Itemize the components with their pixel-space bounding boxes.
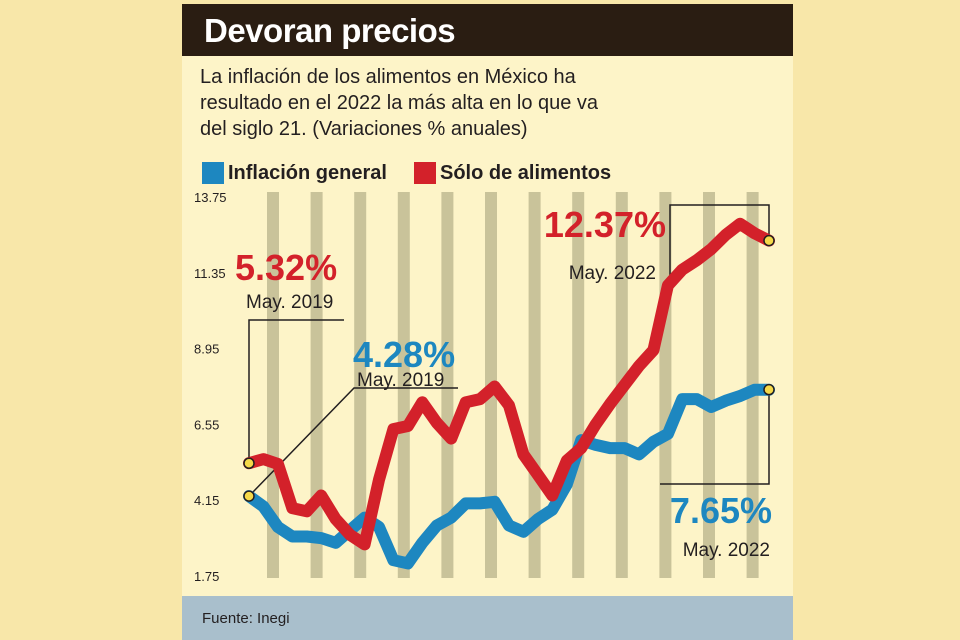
series-lines — [243, 217, 775, 570]
legend-swatch-food — [414, 162, 436, 184]
leader-general-end — [660, 389, 770, 485]
annotation-value-food-end: 12.37% — [544, 204, 666, 245]
marker-general-start — [243, 490, 255, 502]
y-tick-label: 1.75 — [194, 569, 219, 584]
vertical-bar — [397, 192, 410, 578]
y-tick-label: 4.15 — [194, 493, 219, 508]
annotation-leaders — [248, 204, 770, 497]
vertical-bar — [572, 192, 585, 578]
vertical-bar — [441, 192, 454, 578]
annotation-date-food-end: May. 2022 — [569, 263, 656, 284]
marker-general-end — [763, 383, 775, 396]
annotation-value-food-start: 5.32% — [235, 247, 337, 288]
annotation-date-general-start: May. 2019 — [357, 370, 444, 391]
leader-food-end — [669, 204, 770, 281]
chart-subtitle: La inflación de los alimentos en México … — [200, 66, 599, 140]
annotation-value-general-start: 4.28% — [353, 334, 455, 375]
title-bar: Devoran precios — [182, 4, 793, 56]
legend-item-general: Inflación general — [202, 160, 387, 186]
y-tick-label: 13.75 — [194, 190, 227, 205]
legend-item-food: Sólo de alimentos — [414, 160, 611, 186]
vertical-bar — [354, 192, 367, 578]
annotation-date-general-end: May. 2022 — [683, 540, 770, 561]
y-tick-label: 6.55 — [194, 417, 219, 432]
y-tick-label: 8.95 — [194, 342, 219, 357]
y-axis: 13.75 11.35 8.95 6.55 4.15 1.75 — [194, 190, 227, 584]
y-tick-label: 11.35 — [194, 266, 226, 281]
legend-label-food: Sólo de alimentos — [440, 161, 612, 184]
marker-food-end — [763, 234, 775, 247]
vertical-bar — [703, 192, 715, 578]
series-line-food — [243, 217, 775, 551]
line-chart: 13.75 11.35 8.95 6.55 4.15 1.75 5.32% May. 201… — [194, 190, 775, 584]
marker-food-start — [243, 457, 255, 469]
legend-swatch-general — [202, 162, 224, 184]
annotation-value-general-end: 7.65% — [670, 490, 772, 531]
vertical-bar — [310, 192, 323, 578]
footer: Fuente: Inegi — [182, 596, 793, 640]
leader-general-start — [248, 387, 458, 497]
chart-title: Devoran precios — [204, 12, 456, 49]
legend-label-general: Inflación general — [228, 161, 387, 184]
series-line-general — [243, 383, 775, 570]
leader-food-start — [248, 319, 344, 464]
vertical-bar — [267, 192, 279, 578]
annotation-date-food-start: May. 2019 — [246, 292, 333, 313]
source-note: Fuente: Inegi — [202, 610, 290, 627]
